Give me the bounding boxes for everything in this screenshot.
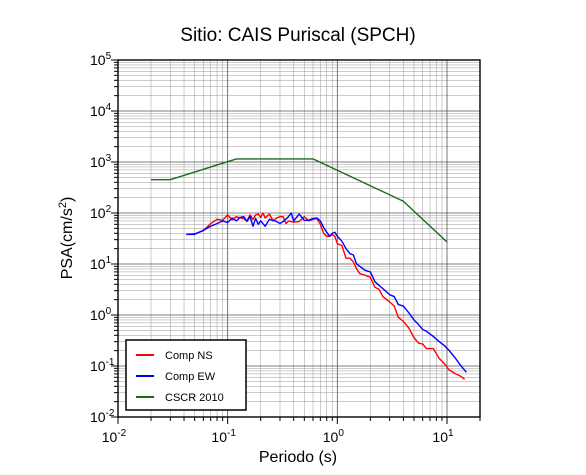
series-line-cscr-2010 [151,158,448,243]
y-axis-label-superscript: 2 [57,202,69,208]
legend-label: Comp NS [165,350,213,362]
y-tick-label: 103 [90,153,112,170]
series-line-comp-ew [186,212,467,373]
x-tick-label: 100 [323,428,345,445]
y-tick-labels: 10-2 10-1 100 101 102 103 104 105 [90,51,115,425]
legend: Comp NS Comp EW CSCR 2010 [125,339,247,411]
y-axis-label: PSA(cm/s2) [57,197,76,280]
y-tick-label: 101 [90,255,112,272]
plot-border [117,59,481,418]
chart-title: Sitio: CAIS Puriscal (SPCH) [180,25,415,46]
tick-marks [111,59,481,424]
minor-grid [118,60,481,417]
legend-label: Comp EW [165,371,216,383]
x-tick-label: 10-2 [102,428,127,445]
legend-label: CSCR 2010 [165,392,224,404]
y-tick-label: 100 [90,306,112,323]
series-layer [151,158,467,380]
y-axis-label-close: ) [59,197,76,202]
y-tick-label: 10-2 [90,408,115,425]
x-axis-label: Periodo (s) [259,449,337,466]
x-tick-label: 101 [432,428,454,445]
y-tick-label: 102 [90,204,112,221]
y-axis-label-main: PSA(cm/s [59,208,76,279]
y-tick-label: 105 [90,51,112,68]
x-tick-labels: 10-2 10-1 100 101 [102,428,454,445]
x-tick-label: 10-1 [211,428,236,445]
y-tick-label: 10-1 [90,357,115,374]
y-tick-label: 104 [90,102,112,119]
plot-frame [117,59,481,418]
